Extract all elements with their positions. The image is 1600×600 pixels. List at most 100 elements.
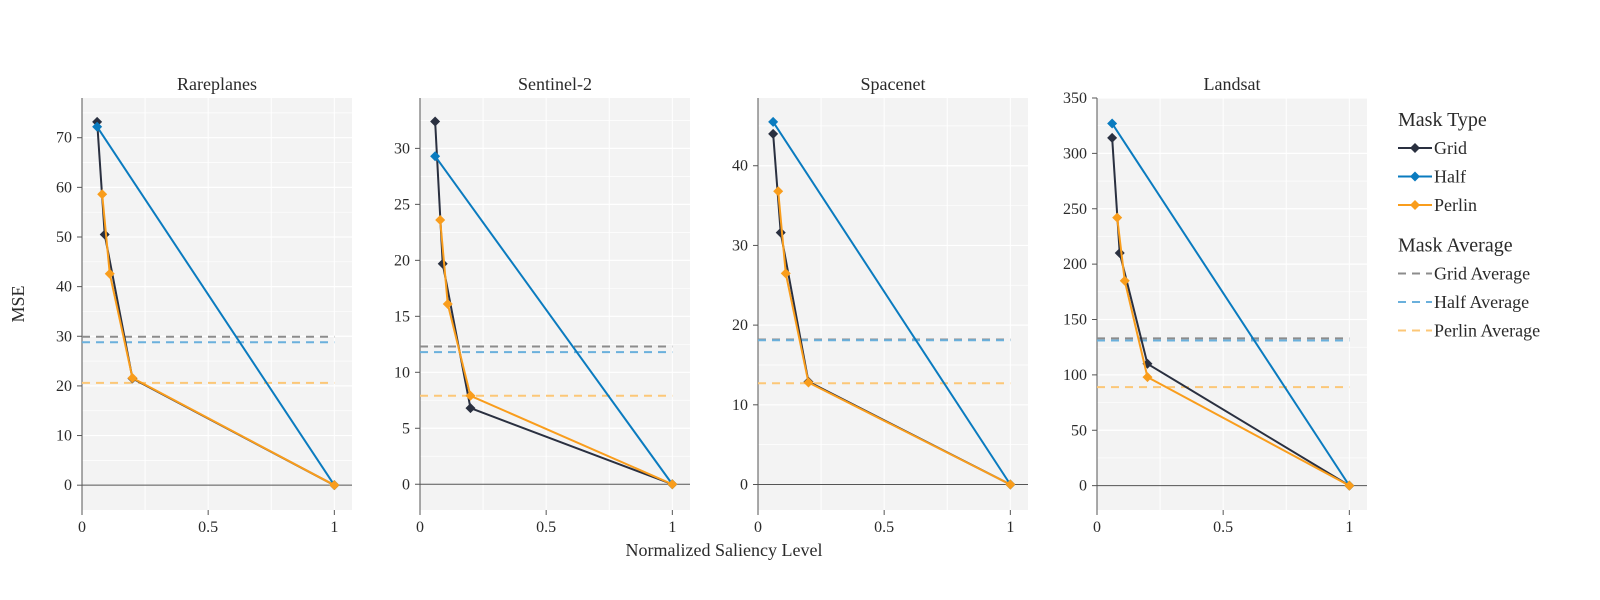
y-tick-label: 0 bbox=[402, 476, 410, 493]
half-series-line bbox=[96, 126, 336, 486]
perlin-data-point bbox=[104, 268, 115, 279]
x-tick-label: 0 bbox=[754, 519, 762, 536]
x-tick-label: 0 bbox=[1093, 519, 1101, 536]
x-tick-label: 1 bbox=[330, 519, 338, 536]
plot-background bbox=[420, 98, 690, 510]
y-tick-label: 0 bbox=[64, 477, 72, 494]
x-tick-label: 0 bbox=[416, 519, 424, 536]
y-tick-label: 150 bbox=[1063, 312, 1087, 329]
grid-series-line bbox=[1111, 137, 1350, 487]
grid-data-point bbox=[430, 116, 441, 127]
legend: Mask Type Grid Half Perlin Mask Average Grid … bbox=[1398, 109, 1540, 341]
perlin-data-point bbox=[442, 299, 453, 309]
legend-title-mask-average: Mask Average bbox=[1398, 235, 1513, 257]
x-tick-label: 0.5 bbox=[874, 519, 894, 536]
y-tick-label: 0 bbox=[1079, 478, 1087, 495]
x-tick-label: 0.5 bbox=[1213, 519, 1233, 536]
legend-marker-half bbox=[1410, 171, 1420, 182]
y-tick-label: 40 bbox=[732, 158, 748, 175]
panel-rareplanes: 0 10 20 30 40 50 60 70 0 0.5 1 Rareplanes bbox=[56, 74, 352, 536]
y-tick-label: 60 bbox=[56, 179, 72, 196]
legend-label-half: Half bbox=[1434, 167, 1466, 187]
panel-title: Rareplanes bbox=[177, 74, 257, 94]
legend-title-mask-type: Mask Type bbox=[1398, 109, 1487, 131]
y-tick-label: 50 bbox=[1071, 422, 1087, 439]
y-tick-label: 15 bbox=[394, 308, 410, 325]
perlin-data-point bbox=[435, 215, 446, 226]
y-tick-label: 10 bbox=[394, 364, 410, 381]
panel-spacenet: 0 10 20 30 40 0 0.5 1 Spacenet bbox=[732, 74, 1028, 536]
grid-data-point bbox=[1107, 132, 1118, 143]
half-series-line bbox=[772, 121, 1012, 486]
y-tick-label: 20 bbox=[732, 317, 748, 334]
y-tick-label: 40 bbox=[56, 279, 72, 296]
half-data-point bbox=[92, 121, 103, 132]
half-data-point bbox=[1107, 118, 1118, 129]
y-tick-label: 0 bbox=[740, 476, 748, 493]
grid-data-point bbox=[465, 403, 476, 414]
y-tick-label: 25 bbox=[394, 196, 410, 213]
perlin-series-line bbox=[439, 219, 673, 486]
y-tick-label: 30 bbox=[732, 237, 748, 254]
panel-landsat: 0 50 100 150 200 250 300 350 0 0.5 1 Landsat bbox=[1063, 74, 1367, 536]
y-tick-label: 50 bbox=[56, 229, 72, 246]
y-axis-title: MSE bbox=[8, 285, 28, 322]
y-tick-label: 30 bbox=[394, 140, 410, 157]
perlin-data-point bbox=[1005, 479, 1016, 490]
y-tick-label: 100 bbox=[1063, 367, 1087, 384]
legend-label-perlin: Perlin bbox=[1434, 195, 1477, 215]
y-tick-label: 30 bbox=[56, 328, 72, 345]
x-tick-label: 0 bbox=[78, 519, 86, 536]
plot-background bbox=[82, 98, 352, 510]
perlin-data-point bbox=[97, 189, 108, 200]
panel-title: Landsat bbox=[1204, 74, 1261, 94]
panel-sentinel-2: 0 5 10 15 20 25 30 0 0.5 1 Sentinel-2 bbox=[394, 74, 690, 536]
x-tick-label: 1 bbox=[1006, 519, 1014, 536]
half-data-point bbox=[430, 151, 441, 162]
half-series-line bbox=[1111, 122, 1351, 487]
perlin-data-point bbox=[1119, 275, 1130, 286]
y-tick-label: 20 bbox=[394, 252, 410, 269]
perlin-data-point bbox=[127, 372, 138, 383]
perlin-data-point bbox=[773, 186, 784, 197]
perlin-data-point bbox=[667, 479, 678, 490]
perlin-series-line bbox=[1116, 217, 1350, 487]
perlin-data-point bbox=[465, 390, 476, 401]
plot-background bbox=[1097, 98, 1367, 510]
perlin-data-point bbox=[803, 377, 814, 388]
panel-title: Sentinel-2 bbox=[518, 74, 592, 94]
legend-label-grid-average: Grid Average bbox=[1434, 264, 1530, 284]
legend-marker-grid bbox=[1410, 143, 1420, 153]
y-tick-label: 350 bbox=[1063, 90, 1087, 107]
x-tick-label: 0.5 bbox=[536, 519, 556, 536]
x-tick-label: 1 bbox=[1345, 519, 1353, 536]
perlin-data-point bbox=[1142, 372, 1153, 383]
x-tick-label: 1 bbox=[668, 519, 676, 536]
half-series-line bbox=[434, 155, 674, 485]
legend-label-half-average: Half Average bbox=[1434, 292, 1529, 312]
half-data-point bbox=[768, 116, 779, 127]
perlin-data-point bbox=[329, 480, 340, 491]
panel-title: Spacenet bbox=[861, 74, 926, 94]
x-axis-title: Normalized Saliency Level bbox=[626, 540, 823, 560]
grid-data-point bbox=[1114, 248, 1125, 259]
y-tick-label: 300 bbox=[1063, 145, 1087, 162]
perlin-series-line bbox=[101, 194, 335, 487]
perlin-data-point bbox=[1344, 480, 1355, 491]
y-tick-label: 20 bbox=[56, 378, 72, 395]
legend-label-grid: Grid bbox=[1434, 138, 1467, 158]
perlin-data-point bbox=[1112, 212, 1123, 223]
y-tick-label: 70 bbox=[56, 130, 72, 147]
y-tick-label: 10 bbox=[732, 397, 748, 414]
x-tick-label: 0.5 bbox=[198, 519, 218, 536]
perlin-data-point bbox=[780, 268, 791, 279]
legend-label-perlin-average: Perlin Average bbox=[1434, 321, 1540, 341]
legend-marker-perlin bbox=[1410, 200, 1420, 210]
perlin-series-line bbox=[777, 191, 1011, 486]
y-tick-label: 10 bbox=[56, 428, 72, 445]
y-tick-label: 200 bbox=[1063, 256, 1087, 273]
y-tick-label: 250 bbox=[1063, 201, 1087, 218]
y-tick-label: 5 bbox=[402, 420, 410, 437]
